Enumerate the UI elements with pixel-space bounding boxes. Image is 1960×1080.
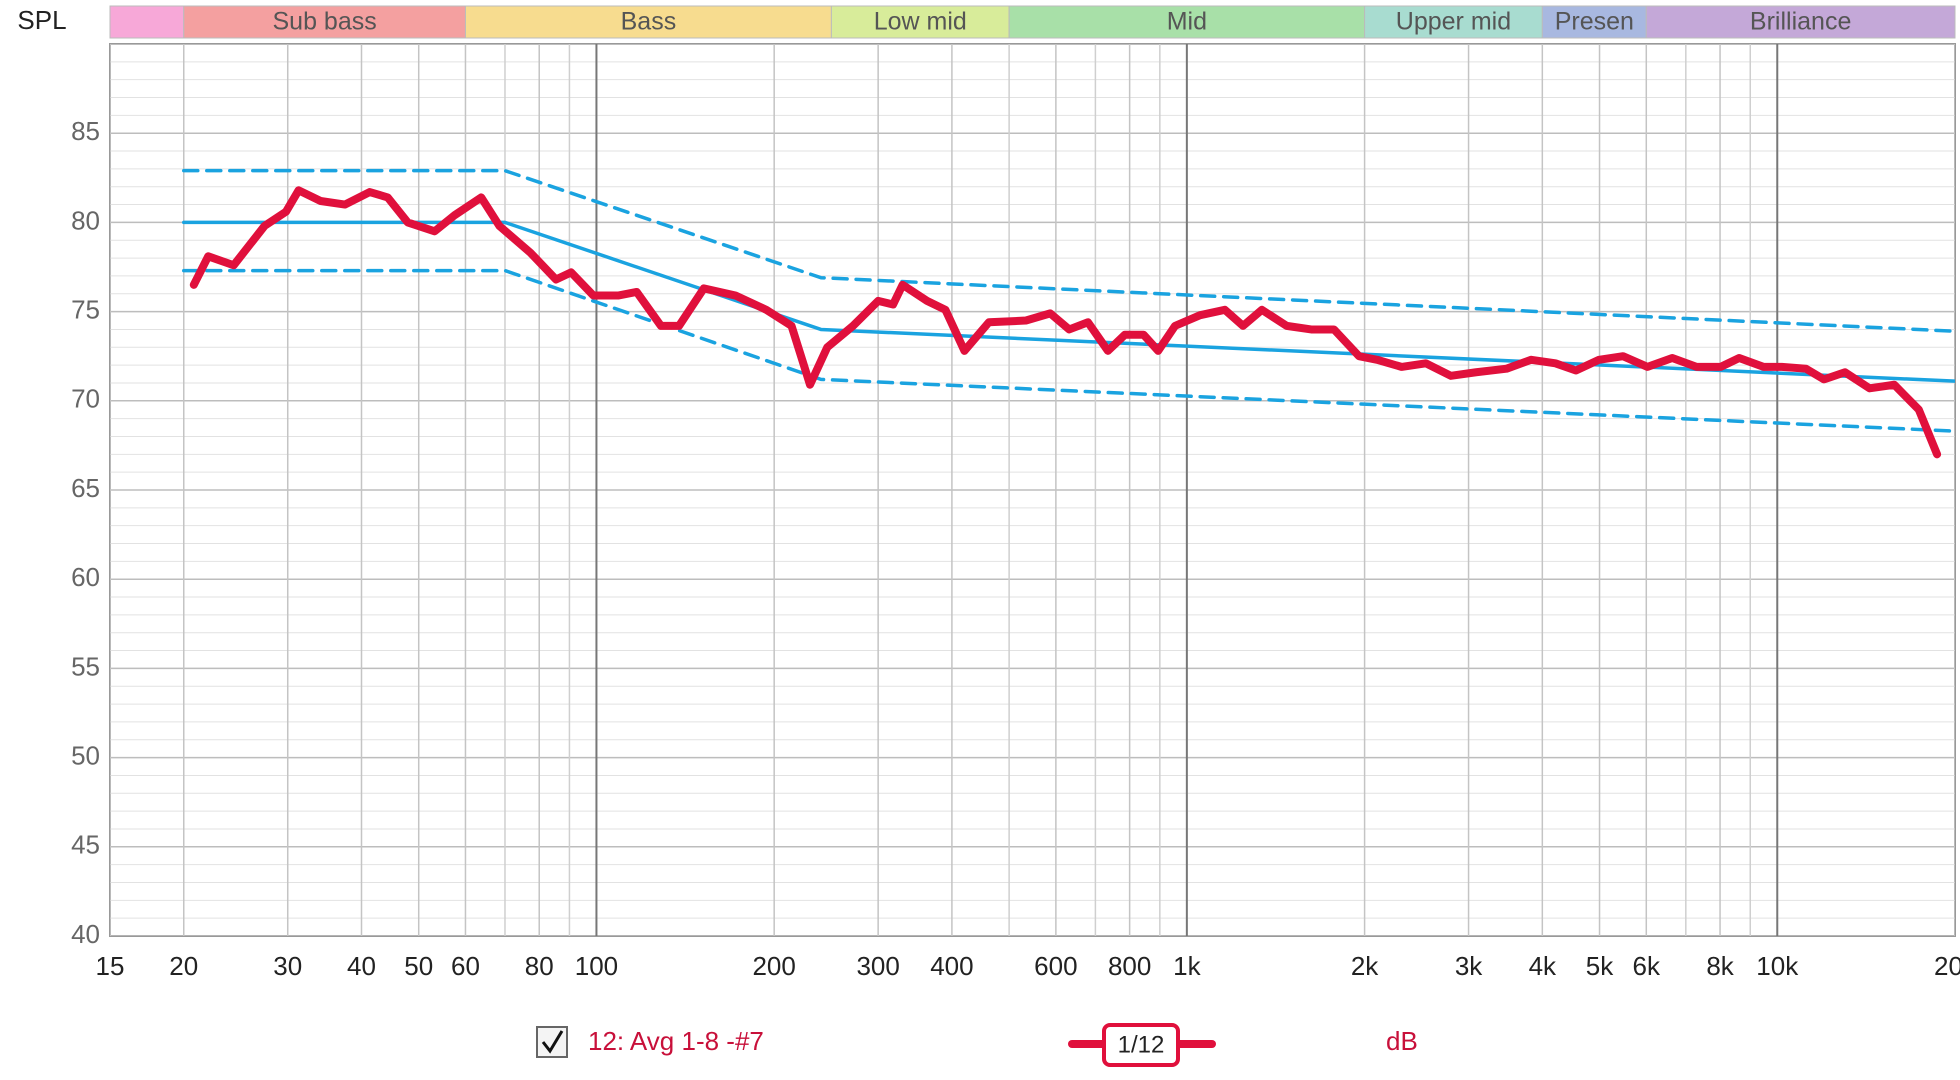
legend-label: 12: Avg 1-8 -#7 <box>588 1026 764 1056</box>
y-tick-label: 40 <box>71 919 100 949</box>
band-label: Presen <box>1555 8 1634 36</box>
x-tick-label: 15 <box>96 951 125 981</box>
x-tick-label: 300 <box>856 951 899 981</box>
band <box>109 5 185 39</box>
band <box>464 5 832 39</box>
x-tick-label: 60 <box>451 951 480 981</box>
y-tick-label: 75 <box>71 294 100 324</box>
smoothing-label: 1/12 <box>1118 1031 1165 1058</box>
x-tick-label: 20k <box>1934 951 1960 981</box>
band <box>1364 5 1543 39</box>
x-tick-label: 50 <box>404 951 433 981</box>
x-tick-label: 600 <box>1034 951 1077 981</box>
x-tick-label: 80 <box>525 951 554 981</box>
band-label: Low mid <box>874 8 967 36</box>
target-line <box>182 168 1955 333</box>
smoothing-button[interactable] <box>1102 1023 1180 1067</box>
x-tick-label: 6k <box>1633 951 1661 981</box>
band-label: Bass <box>621 8 677 36</box>
y-axis-label: SPL <box>17 5 66 35</box>
x-tick-label: 1k <box>1173 951 1201 981</box>
x-tick-label: 400 <box>930 951 973 981</box>
band-label: Sub bass <box>272 8 376 36</box>
y-tick-label: 80 <box>71 205 100 235</box>
checkmark <box>541 1030 564 1054</box>
y-tick-label: 85 <box>71 116 100 146</box>
measurement-line <box>189 186 1942 459</box>
footer: 12: Avg 1-8 -#7 1/12 dB <box>536 1023 1418 1067</box>
band <box>1541 5 1647 39</box>
x-tick-label: 30 <box>273 951 302 981</box>
x-tick-label: 2k <box>1351 951 1379 981</box>
x-tick-label: 20 <box>169 951 198 981</box>
y-tick-label: 70 <box>71 384 100 414</box>
y-tick-label: 50 <box>71 740 100 770</box>
y-tick-label: 65 <box>71 473 100 503</box>
x-tick-label: 800 <box>1108 951 1151 981</box>
x-tick-label: 3k <box>1455 951 1483 981</box>
unit-label: dB <box>1386 1026 1418 1056</box>
band-label: Upper mid <box>1396 8 1511 36</box>
x-tick-label: 10k <box>1756 951 1799 981</box>
band <box>1645 5 1956 39</box>
x-tick-label: 40 <box>347 951 376 981</box>
x-tick-label: 200 <box>752 951 795 981</box>
band <box>1008 5 1366 39</box>
x-tick-label: 100 <box>575 951 618 981</box>
x-tick-label: 4k <box>1529 951 1557 981</box>
y-tick-label: 45 <box>71 830 100 860</box>
band-label: Brilliance <box>1750 8 1851 36</box>
x-tick-label: 8k <box>1706 951 1734 981</box>
y-tick-label: 60 <box>71 562 100 592</box>
y-tick-label: 55 <box>71 651 100 681</box>
band <box>183 5 466 39</box>
series-group <box>182 168 1955 459</box>
x-tick-label: 5k <box>1586 951 1614 981</box>
band-label: Mid <box>1167 8 1207 36</box>
target-line <box>182 220 1955 383</box>
